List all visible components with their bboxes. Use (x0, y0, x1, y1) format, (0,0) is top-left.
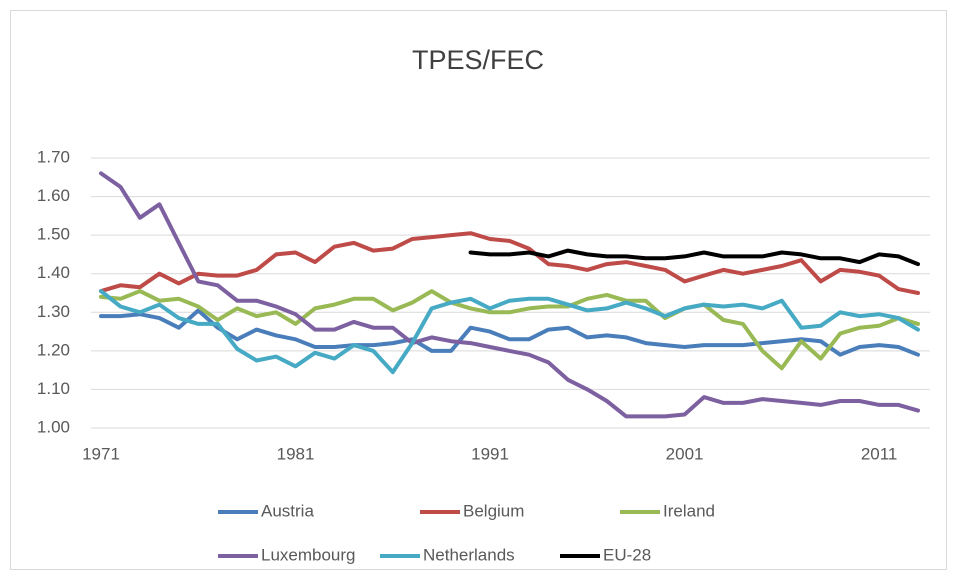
y-tick-label: 1.70 (37, 147, 70, 166)
y-tick-label: 1.20 (37, 340, 70, 359)
legend-label: Luxembourg (261, 545, 356, 564)
y-tick-label: 1.10 (37, 379, 70, 398)
legend-label: EU-28 (603, 545, 651, 564)
chart-border (10, 10, 947, 570)
x-tick-label: 2011 (861, 444, 898, 463)
legend-label: Netherlands (423, 545, 515, 564)
series-line (99, 308, 920, 357)
series-line (99, 171, 920, 419)
y-tick-label: 1.40 (37, 263, 70, 282)
y-tick-label: 1.50 (37, 225, 70, 244)
legend-label: Austria (261, 501, 314, 520)
series-line (99, 289, 920, 375)
x-tick-label: 1991 (471, 444, 509, 463)
chart-title: TPES/FEC (412, 45, 544, 75)
x-tick-label: 1981 (277, 444, 315, 463)
legend-label: Belgium (463, 501, 524, 520)
x-tick-label: 1971 (82, 444, 120, 463)
series-line (99, 289, 920, 371)
y-tick-label: 1.60 (37, 186, 70, 205)
series-line (468, 248, 920, 267)
x-tick-label: 2001 (666, 444, 704, 463)
legend-label: Ireland (663, 501, 715, 520)
y-tick-label: 1.30 (37, 302, 70, 321)
series-line (99, 231, 920, 295)
y-tick-label: 1.00 (37, 417, 70, 436)
